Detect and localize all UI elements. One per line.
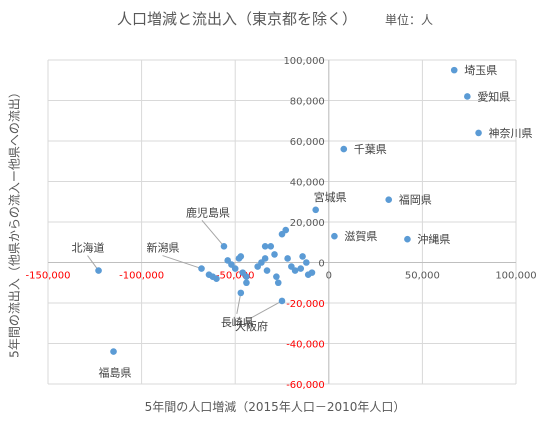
data-point (237, 289, 245, 297)
data-point (273, 273, 280, 280)
x-tick-label: -50,000 (216, 271, 255, 282)
data-point (261, 255, 269, 262)
y-tick-label: 40,000 (290, 178, 325, 189)
callout-line (201, 219, 225, 247)
callout-line (236, 292, 242, 314)
x-tick-label: -150,000 (26, 271, 71, 282)
data-point (243, 273, 250, 280)
y-axis-label: 5年間の流出入（他県からの流入ー他県への流出） (7, 86, 22, 358)
data-point (331, 232, 338, 240)
data-point (340, 145, 348, 153)
y-tick-label: 0 (318, 259, 324, 270)
y-tick-label: -40,000 (286, 340, 325, 351)
x-tick-label: 0 (326, 271, 332, 282)
data-point (450, 66, 458, 74)
data-point (243, 279, 250, 287)
data-label: 長崎県 (221, 315, 254, 329)
data-label: 神奈川県 (489, 126, 533, 140)
chart-title-block: 人口増減と流出入（東京都を除く） 単位：人 (0, 8, 550, 29)
data-label: 沖縄県 (417, 232, 450, 246)
y-tick-label: 100,000 (283, 56, 324, 67)
data-point (237, 253, 245, 260)
data-label: 埼玉県 (464, 63, 497, 77)
x-tick-label: 100,000 (495, 271, 536, 282)
x-tick-label: 50,000 (405, 271, 440, 282)
grid-lines (47, 59, 517, 385)
data-point (261, 243, 269, 250)
data-point (263, 267, 271, 274)
data-point (267, 243, 275, 250)
data-label: 宮城県 (314, 190, 347, 204)
data-label: 福島県 (99, 366, 132, 380)
data-label: 北海道 (72, 241, 105, 255)
data-point (271, 251, 278, 258)
data-label: 福岡県 (399, 193, 432, 207)
y-tick-label: 60,000 (290, 137, 325, 148)
data-point (220, 243, 228, 250)
data-point (312, 206, 319, 214)
callout-lines (87, 219, 283, 319)
data-point (274, 279, 282, 287)
callout-line (162, 255, 202, 270)
chart-unit: 単位：人 (385, 13, 434, 27)
data-point (385, 196, 393, 204)
data-point (282, 226, 290, 234)
y-tick-label: -20,000 (286, 299, 325, 310)
data-point (110, 348, 117, 355)
data-label: 滋賀県 (344, 230, 377, 243)
data-point (95, 267, 102, 274)
data-point (198, 265, 205, 272)
data-label: 愛知県 (477, 89, 510, 103)
tick-labels: -150,000 -100,000 -50,000 0 50,000 100,000 100… (26, 56, 537, 391)
data-point (284, 255, 291, 262)
x-axis-label: 5年間の人口増減（2015年人口－2010年人口） (144, 400, 406, 414)
y-tick-label: 80,000 (290, 97, 325, 108)
data-label: 新潟県 (147, 241, 180, 255)
y-tick-label: 20,000 (290, 218, 325, 229)
data-point (291, 267, 299, 274)
data-point (231, 265, 239, 272)
data-point (404, 235, 411, 243)
data-point (299, 253, 306, 260)
data-point (297, 265, 305, 272)
y-tick-label: -60,000 (286, 380, 325, 391)
data-label: 鹿児島県 (186, 205, 230, 219)
data-point (303, 259, 310, 266)
data-label: 千葉県 (354, 142, 387, 156)
data-points (95, 66, 482, 355)
data-label: 大阪府 (235, 319, 268, 333)
data-point (308, 269, 316, 276)
chart-title: 人口増減と流出入（東京都を除く） (116, 10, 357, 28)
x-tick-label: -100,000 (119, 271, 164, 282)
data-point (278, 297, 286, 305)
data-point (213, 275, 220, 283)
callout-line (250, 300, 283, 319)
data-point (475, 129, 482, 137)
data-point (464, 93, 471, 100)
